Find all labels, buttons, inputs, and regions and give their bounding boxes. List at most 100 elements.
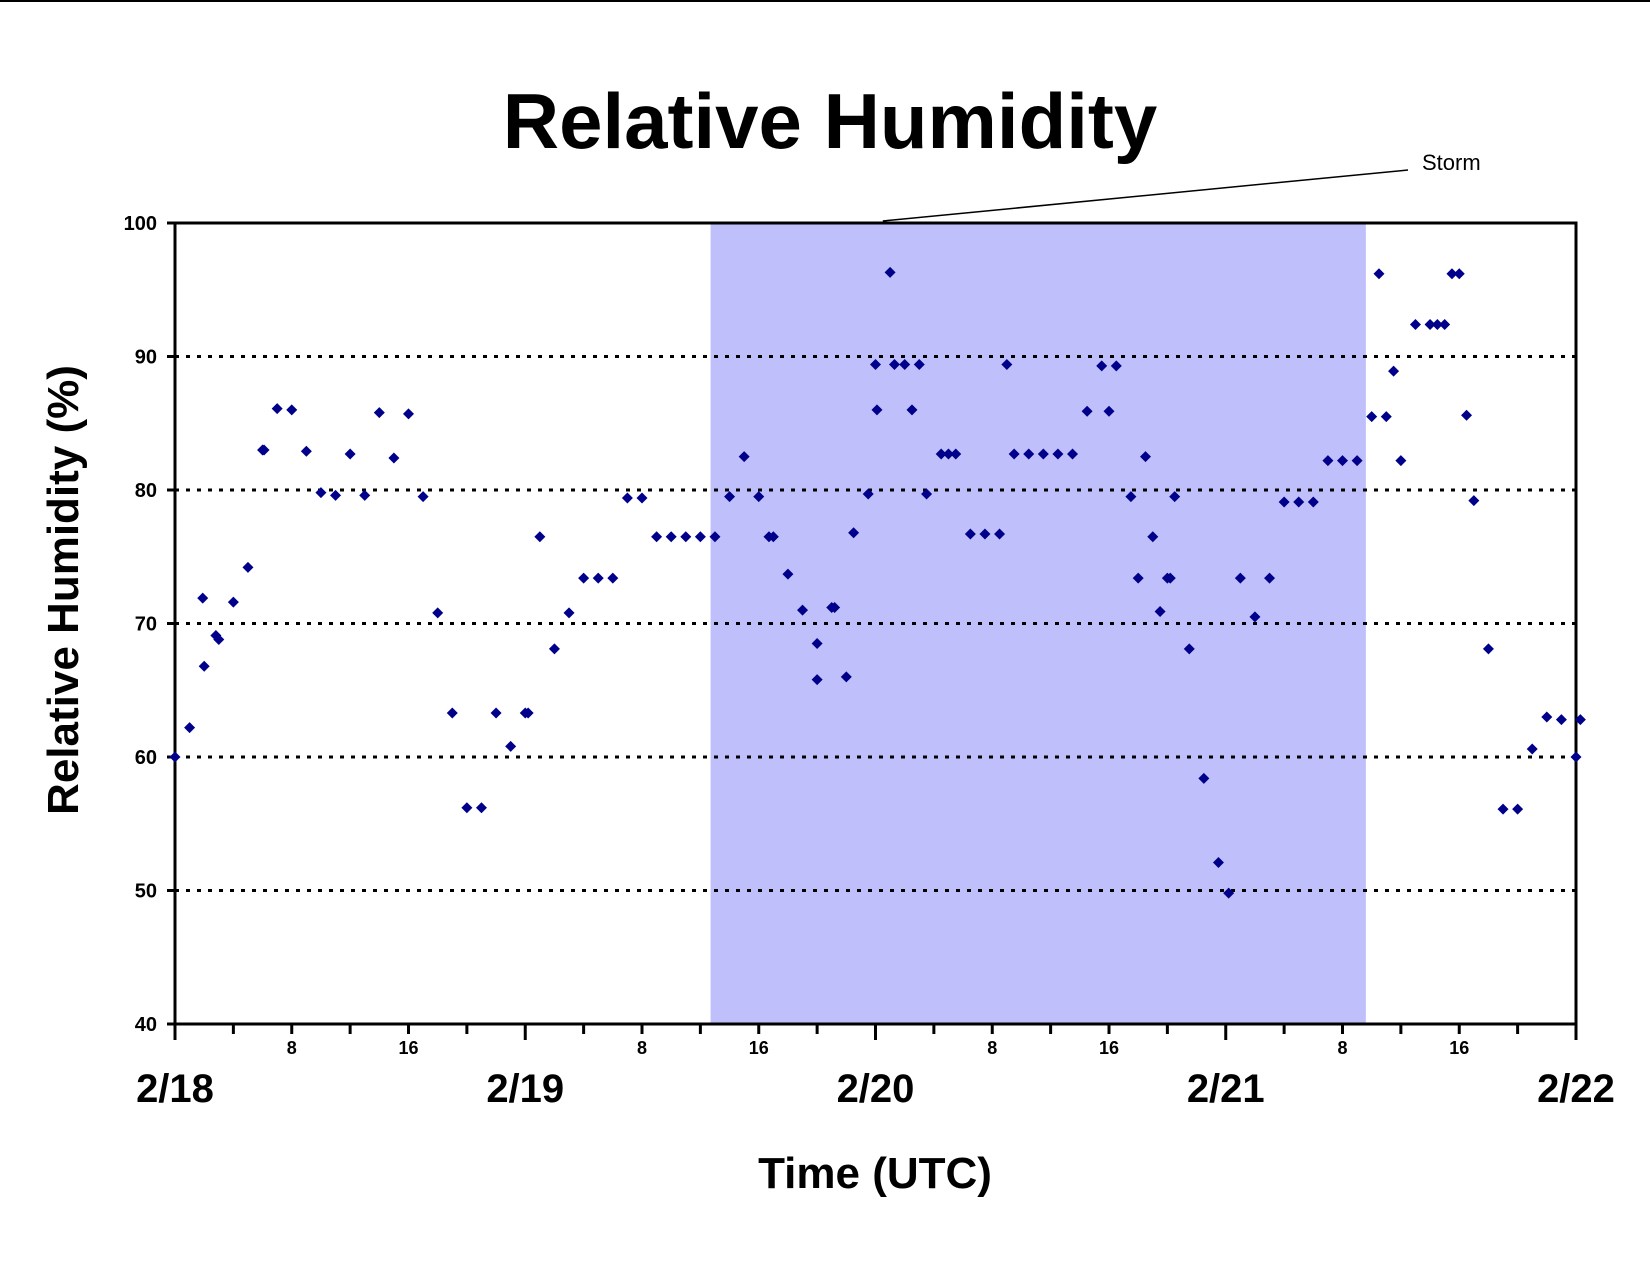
y-tick-label: 50 xyxy=(135,881,157,903)
data-point xyxy=(797,604,809,616)
data-point xyxy=(1052,448,1064,460)
data-point xyxy=(490,707,502,719)
data-point xyxy=(1468,495,1480,507)
data-point xyxy=(1424,318,1436,330)
data-point xyxy=(913,359,925,371)
data-point xyxy=(1037,448,1049,460)
data-point xyxy=(884,266,896,278)
data-point xyxy=(1453,268,1465,280)
data-point xyxy=(446,707,458,719)
data-point xyxy=(1431,318,1443,330)
data-point xyxy=(607,572,619,584)
data-point xyxy=(829,601,841,613)
data-point xyxy=(782,568,794,580)
y-tick-label: 60 xyxy=(135,747,157,769)
data-point xyxy=(1366,411,1378,423)
data-point xyxy=(1183,643,1195,655)
data-point xyxy=(1264,572,1276,584)
x-day-label: 2/22 xyxy=(1537,1067,1615,1111)
data-point xyxy=(906,404,918,416)
data-point xyxy=(1103,405,1115,417)
data-point xyxy=(979,528,991,540)
data-point xyxy=(286,404,298,416)
x-hour-tick-label: 8 xyxy=(287,1038,297,1058)
data-point xyxy=(888,359,900,371)
data-point xyxy=(1249,611,1261,623)
x-hour-tick-label: 16 xyxy=(1449,1038,1469,1058)
data-point xyxy=(871,404,883,416)
data-point xyxy=(1482,643,1494,655)
data-point xyxy=(548,643,560,655)
data-point xyxy=(1541,711,1553,723)
storm-annotation-line xyxy=(882,169,1409,222)
y-tick-label: 40 xyxy=(135,1014,157,1036)
data-point xyxy=(1461,409,1473,421)
data-point xyxy=(1198,772,1210,784)
x-hour-tick-label: 8 xyxy=(1337,1038,1347,1058)
data-point xyxy=(899,359,911,371)
data-point xyxy=(417,491,429,503)
data-point xyxy=(1096,360,1108,372)
data-point xyxy=(964,528,976,540)
data-point xyxy=(1223,887,1235,899)
storm-annotation-label: Storm xyxy=(1422,150,1481,175)
data-point xyxy=(1555,714,1567,726)
data-point xyxy=(592,572,604,584)
x-day-label: 2/21 xyxy=(1187,1067,1265,1111)
data-point xyxy=(563,607,575,619)
data-point xyxy=(388,452,400,464)
data-point xyxy=(1234,572,1246,584)
data-point xyxy=(1139,451,1151,463)
y-tick-label: 70 xyxy=(135,614,157,636)
data-point xyxy=(197,592,209,604)
data-point xyxy=(651,531,663,543)
y-tick-label: 80 xyxy=(135,480,157,502)
data-point xyxy=(840,671,852,683)
x-day-label: 2/20 xyxy=(837,1067,915,1111)
data-point xyxy=(344,448,356,460)
data-point xyxy=(1293,496,1305,508)
data-point xyxy=(1001,359,1013,371)
x-hour-tick-label: 16 xyxy=(1099,1038,1119,1058)
plot-area: 40 50 60 70 80 90 100 8 16 8 16 8 16 8 16 2/18 2/19 2/20 2… xyxy=(124,150,1615,1111)
data-point xyxy=(1574,714,1586,726)
data-point xyxy=(213,634,225,646)
data-point xyxy=(636,492,648,504)
data-point xyxy=(184,722,196,734)
y-tick-label: 100 xyxy=(124,213,157,235)
x-hour-tick-label: 16 xyxy=(398,1038,418,1058)
chart-title: Relative Humidity xyxy=(503,77,1158,165)
data-point xyxy=(767,531,779,543)
data-point xyxy=(169,751,181,763)
data-point xyxy=(1081,405,1093,417)
x-hour-tick-label: 8 xyxy=(987,1038,997,1058)
data-point xyxy=(621,492,633,504)
data-point xyxy=(1373,268,1385,280)
data-point xyxy=(505,740,517,752)
data-point xyxy=(1497,803,1509,815)
data-point xyxy=(1212,856,1224,868)
data-point xyxy=(942,448,954,460)
y-tick-label: 90 xyxy=(135,347,157,369)
data-point xyxy=(373,407,385,419)
x-day-label: 2/18 xyxy=(136,1067,214,1111)
data-point xyxy=(709,531,721,543)
top-border-line xyxy=(0,0,1650,2)
data-point xyxy=(994,528,1006,540)
data-point xyxy=(848,527,860,539)
data-point xyxy=(1023,448,1035,460)
data-point xyxy=(522,707,534,719)
data-point xyxy=(811,674,823,686)
data-point xyxy=(475,802,487,814)
data-point xyxy=(753,491,765,503)
data-point xyxy=(1388,365,1400,377)
data-point xyxy=(1337,455,1348,467)
data-point xyxy=(1164,572,1176,584)
data-point xyxy=(680,531,692,543)
data-point xyxy=(1132,572,1144,584)
data-point xyxy=(694,531,706,543)
data-point xyxy=(227,596,239,608)
x-hour-tick-label: 16 xyxy=(749,1038,769,1058)
data-point xyxy=(1395,455,1407,467)
